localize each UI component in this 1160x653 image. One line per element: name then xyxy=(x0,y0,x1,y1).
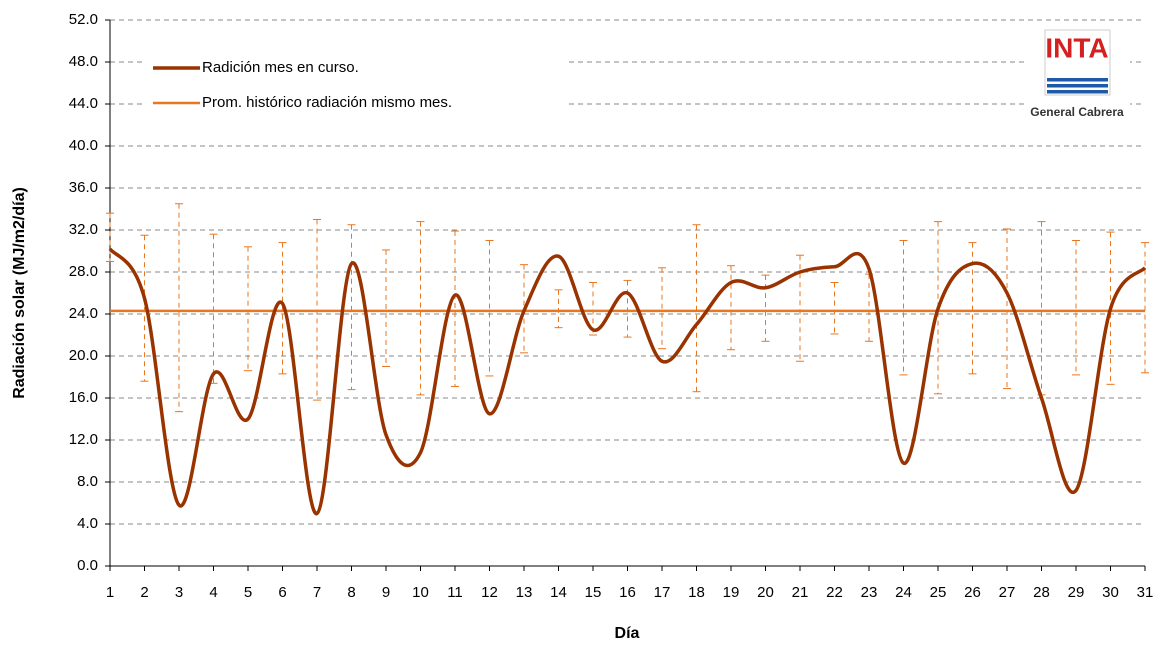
logo-text: INTA xyxy=(1045,32,1108,63)
x-tick-label: 29 xyxy=(1068,584,1085,601)
y-tick-label: 48.0 xyxy=(69,53,98,70)
x-tick-label: 17 xyxy=(654,584,671,601)
x-tick-label: 18 xyxy=(688,584,705,601)
x-tick-label: 7 xyxy=(313,584,321,601)
y-tick-label: 36.0 xyxy=(69,179,98,196)
legend-label: Prom. histórico radiación mismo mes. xyxy=(202,94,452,111)
x-tick-label: 22 xyxy=(826,584,843,601)
y-tick-label: 24.0 xyxy=(69,305,98,322)
x-tick-label: 14 xyxy=(550,584,567,601)
x-tick-label: 27 xyxy=(999,584,1016,601)
x-tick-label: 31 xyxy=(1137,584,1154,601)
x-tick-label: 24 xyxy=(895,584,912,601)
x-tick-label: 30 xyxy=(1102,584,1119,601)
x-tick-label: 21 xyxy=(792,584,809,601)
x-tick-label: 19 xyxy=(723,584,740,601)
y-tick-label: 52.0 xyxy=(69,11,98,28)
legend-label: Radición mes en curso. xyxy=(202,59,359,76)
y-tick-label: 16.0 xyxy=(69,389,98,406)
logo-stripe xyxy=(1047,84,1108,88)
x-tick-label: 3 xyxy=(175,584,183,601)
x-tick-label: 10 xyxy=(412,584,429,601)
x-tick-label: 6 xyxy=(278,584,286,601)
x-axis-title: Día xyxy=(615,625,640,642)
y-tick-label: 4.0 xyxy=(77,515,98,532)
x-tick-label: 8 xyxy=(347,584,355,601)
logo-caption: General Cabrera xyxy=(1030,105,1124,119)
x-tick-label: 13 xyxy=(516,584,533,601)
y-tick-label: 32.0 xyxy=(69,221,98,238)
legend-box xyxy=(145,48,565,116)
y-tick-label: 0.0 xyxy=(77,557,98,574)
x-tick-label: 2 xyxy=(140,584,148,601)
x-tick-label: 26 xyxy=(964,584,981,601)
x-tick-label: 20 xyxy=(757,584,774,601)
y-tick-label: 40.0 xyxy=(69,137,98,154)
x-tick-label: 15 xyxy=(585,584,602,601)
x-tick-label: 11 xyxy=(447,584,463,601)
x-tick-label: 9 xyxy=(382,584,390,601)
y-axis-title: Radiación solar (MJ/m2/día) xyxy=(11,187,28,399)
x-tick-label: 28 xyxy=(1033,584,1050,601)
y-tick-label: 28.0 xyxy=(69,263,98,280)
x-tick-label: 5 xyxy=(244,584,252,601)
logo-stripe xyxy=(1047,90,1108,94)
x-tick-label: 25 xyxy=(930,584,947,601)
series-line xyxy=(108,247,1147,516)
x-tick-label: 1 xyxy=(106,584,114,601)
y-tick-label: 8.0 xyxy=(77,473,98,490)
logo-stripe xyxy=(1047,78,1108,82)
y-tick-label: 12.0 xyxy=(69,431,98,448)
x-tick-label: 4 xyxy=(209,584,217,601)
y-tick-label: 44.0 xyxy=(69,95,98,112)
x-tick-label: 23 xyxy=(861,584,878,601)
y-tick-label: 20.0 xyxy=(69,347,98,364)
x-tick-label: 16 xyxy=(619,584,636,601)
x-tick-label: 12 xyxy=(481,584,498,601)
